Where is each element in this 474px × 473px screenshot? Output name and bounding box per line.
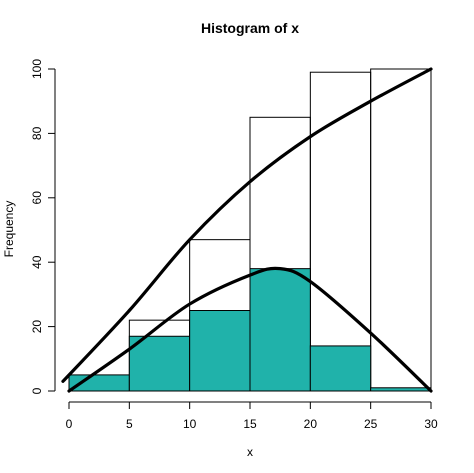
x-tick-label: 0 <box>66 417 73 431</box>
y-tick-label: 60 <box>30 191 44 205</box>
x-tick-label: 10 <box>183 417 197 431</box>
y-tick-label: 40 <box>30 255 44 269</box>
x-tick-label: 30 <box>424 417 438 431</box>
histogram-bar <box>128 335 191 392</box>
x-axis-label: x <box>247 445 253 459</box>
x-tick-label: 5 <box>126 417 133 431</box>
y-tick-label: 80 <box>30 126 44 140</box>
histogram-bar <box>189 310 251 392</box>
x-tick-label: 25 <box>364 417 378 431</box>
x-axis: 0 5 10 15 20 25 30 <box>66 401 438 431</box>
y-axis: 0 20 40 60 80 100 <box>30 59 56 394</box>
cumulative-bar <box>309 71 372 392</box>
curves-layer <box>61 67 433 393</box>
histogram-bar <box>309 345 372 392</box>
x-tick-label: 15 <box>243 417 257 431</box>
x-tick-label: 20 <box>304 417 318 431</box>
density-curve <box>67 266 433 393</box>
chart-title: Histogram of x <box>201 20 299 36</box>
y-tick-label: 100 <box>30 59 44 79</box>
histogram-bar <box>370 387 432 392</box>
y-tick-label: 0 <box>30 387 44 394</box>
y-axis-label: Frequency <box>2 201 16 258</box>
histogram-bar <box>249 268 311 392</box>
cumulative-curve <box>61 67 433 383</box>
bars-layer <box>68 68 432 392</box>
y-tick-label: 20 <box>30 320 44 334</box>
